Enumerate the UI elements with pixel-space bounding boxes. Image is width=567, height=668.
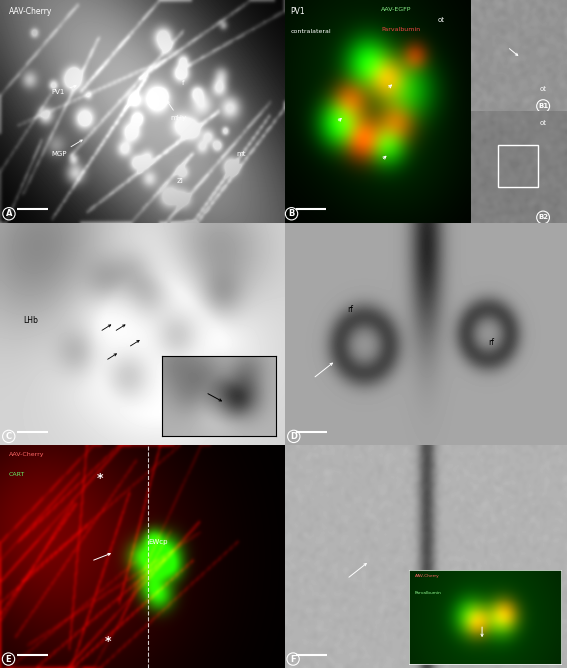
- Text: PV1: PV1: [290, 7, 305, 16]
- Text: ZI: ZI: [176, 178, 183, 184]
- Text: dTgC: dTgC: [440, 595, 460, 603]
- Text: dTgP: dTgP: [440, 621, 459, 630]
- Text: mt: mt: [236, 151, 246, 157]
- Bar: [498, 145, 538, 187]
- Text: B1: B1: [538, 103, 548, 109]
- Text: C: C: [6, 432, 12, 441]
- Text: PV1: PV1: [51, 86, 76, 95]
- Text: ot: ot: [540, 120, 547, 126]
- Text: rf: rf: [347, 305, 353, 314]
- Text: ot: ot: [540, 86, 547, 92]
- Text: MGP: MGP: [51, 140, 82, 157]
- Text: CART: CART: [9, 472, 25, 477]
- Text: ot: ot: [437, 17, 444, 23]
- Text: B: B: [289, 209, 295, 218]
- Text: E: E: [6, 655, 11, 663]
- Text: *: *: [105, 635, 111, 648]
- Text: Parvalbumin: Parvalbumin: [382, 27, 421, 32]
- Text: AAV-Cherry: AAV-Cherry: [9, 452, 44, 457]
- Text: AAV-Cherry: AAV-Cherry: [9, 7, 52, 16]
- Text: EWcp: EWcp: [148, 539, 167, 545]
- Text: contralateral: contralateral: [290, 29, 331, 34]
- Text: mHy: mHy: [167, 101, 187, 122]
- Text: F: F: [290, 655, 296, 663]
- Text: B2: B2: [538, 214, 548, 220]
- Text: LHb: LHb: [23, 316, 37, 325]
- Text: *: *: [96, 472, 103, 485]
- Text: rf: rf: [488, 338, 494, 347]
- Text: f: f: [182, 79, 185, 86]
- Text: D: D: [290, 432, 297, 441]
- Text: AAV-EGFP: AAV-EGFP: [382, 7, 412, 12]
- Text: A: A: [6, 209, 12, 218]
